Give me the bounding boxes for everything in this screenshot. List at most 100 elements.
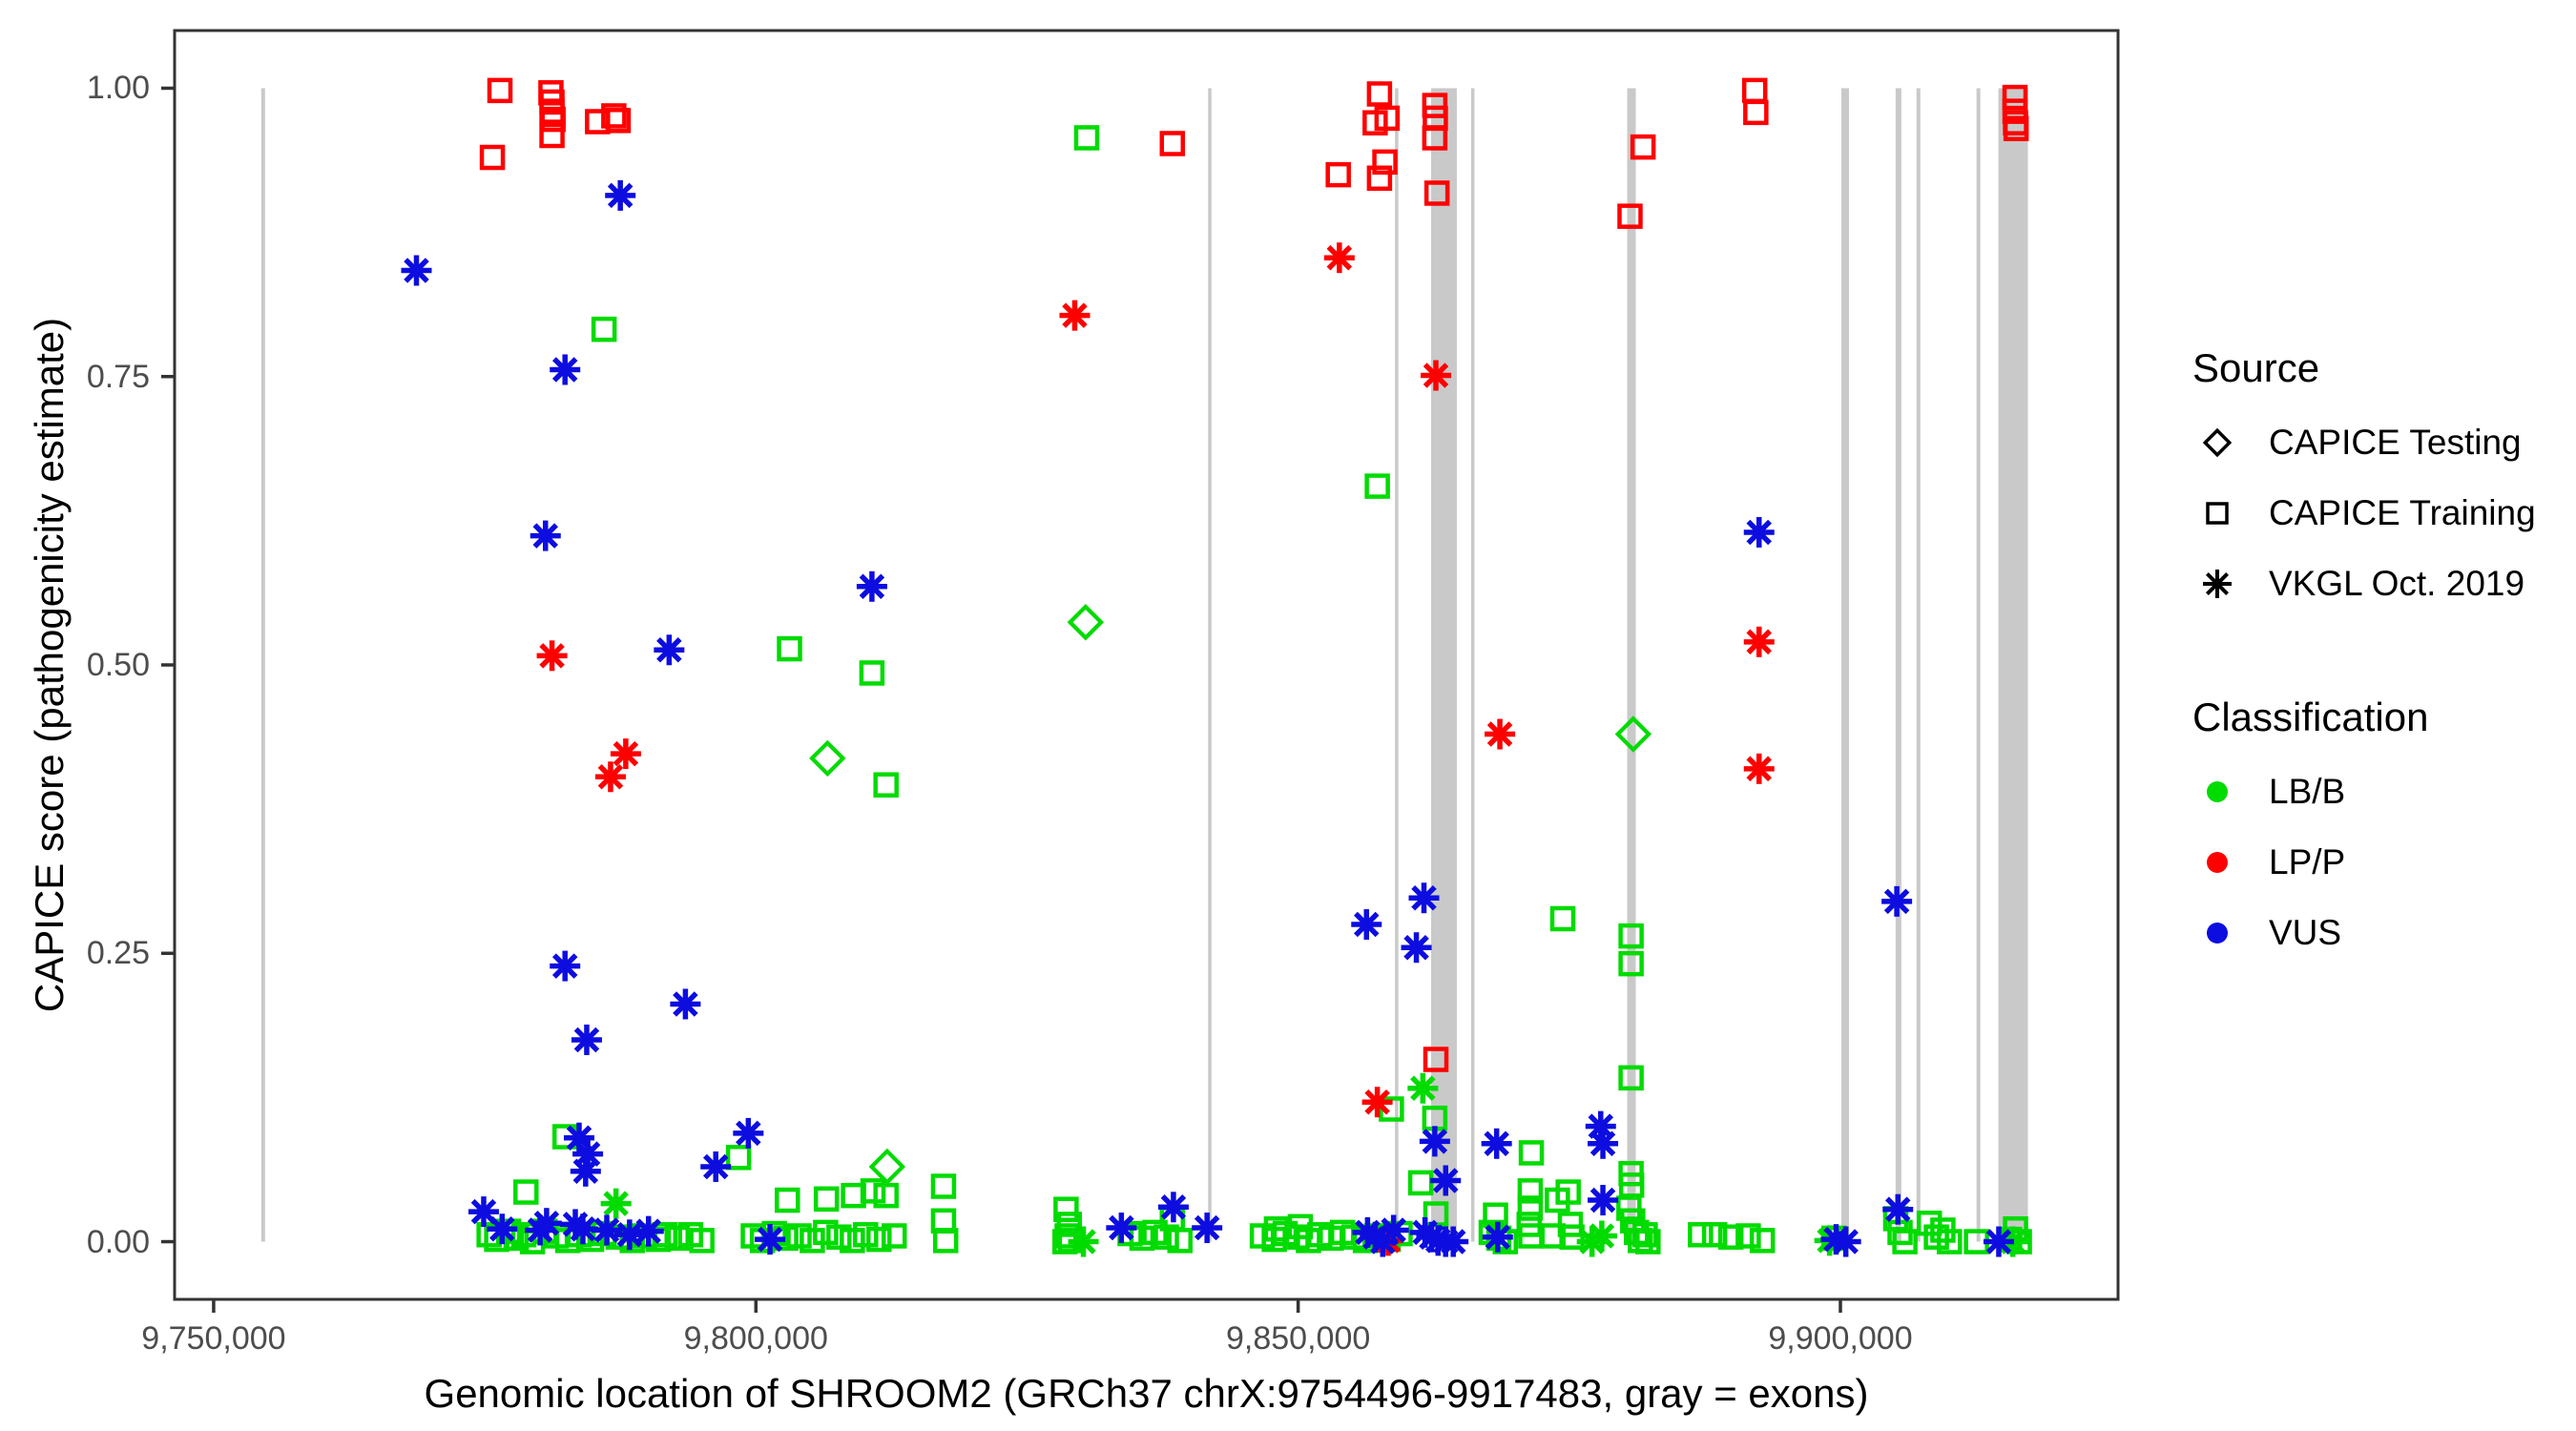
data-point-square [774, 1187, 800, 1213]
data-point-asterisk [1881, 885, 1913, 917]
data-point-asterisk [1421, 360, 1452, 391]
data-point-square [1374, 105, 1401, 132]
exon-region [1895, 88, 1901, 1242]
data-point-square [1263, 1215, 1290, 1242]
data-point-square [1167, 1228, 1193, 1254]
data-point-square [826, 1224, 852, 1250]
legend-item-label: CAPICE Testing [2269, 423, 2522, 462]
vus-dot-icon [2192, 908, 2242, 958]
data-point-square [1366, 165, 1393, 192]
legend-item-vkgl: VKGL Oct. 2019 [2192, 559, 2574, 609]
data-point-square [2002, 84, 2028, 111]
data-point-square [1559, 1224, 1585, 1250]
data-point-asterisk [594, 761, 626, 793]
data-point-square [664, 1225, 691, 1252]
data-point-square [1916, 1210, 1942, 1236]
data-point-square [1735, 1223, 1761, 1249]
data-point-square [605, 108, 632, 134]
data-point-diamond [1067, 604, 1105, 641]
data-point-square [1616, 1195, 1642, 1221]
data-point-square [1517, 1195, 1544, 1221]
x-tick-label: 9,750,000 [141, 1320, 286, 1357]
data-point-asterisk [1438, 1226, 1469, 1257]
legend-item-label: VKGL Oct. 2019 [2269, 564, 2525, 603]
data-point-asterisk [1401, 932, 1432, 964]
data-point-square [873, 1182, 899, 1209]
data-point-square [1701, 1222, 1728, 1248]
data-point-square [1423, 180, 1450, 206]
data-point-asterisk [1407, 1072, 1439, 1104]
data-point-square [1422, 93, 1448, 118]
data-point-square [1632, 1222, 1658, 1248]
data-point-diamond [868, 1148, 906, 1186]
data-point-square [2003, 115, 2029, 142]
x-axis-title: Genomic location of SHROOM2 (GRCh37 chrX… [424, 1371, 1869, 1416]
data-point-square [840, 1228, 865, 1254]
data-point-square [1892, 1229, 1918, 1255]
data-point-asterisk [570, 1155, 601, 1187]
data-point-asterisk [1106, 1213, 1137, 1244]
x-tick-label: 9,850,000 [1226, 1320, 1371, 1357]
data-point-asterisk [700, 1151, 732, 1182]
legend-item-lpp: LP/P [2192, 838, 2574, 887]
square-icon [2192, 488, 2242, 538]
data-point-square [1743, 99, 1769, 126]
data-point-asterisk [610, 738, 641, 770]
exon-region [1841, 88, 1849, 1242]
data-point-asterisk [733, 1117, 764, 1149]
data-point-square [1557, 1212, 1584, 1237]
data-point-asterisk [591, 1214, 622, 1246]
lpp-dot-icon [2192, 838, 2242, 887]
legend-item-label: LB/B [2269, 772, 2346, 811]
plot-panel-border [173, 29, 2120, 1301]
data-point-asterisk [530, 1208, 562, 1239]
data-point-square [1741, 77, 1768, 104]
exon-region [1208, 88, 1212, 1242]
data-point-asterisk [1743, 753, 1775, 784]
data-point-square [853, 1222, 879, 1248]
x-tick-label: 9,900,000 [1768, 1320, 1913, 1357]
data-point-asterisk [487, 1213, 518, 1245]
y-tick-label: 1.00 [86, 70, 150, 107]
data-point-square [591, 316, 617, 342]
legend-item-lbb: LB/B [2192, 767, 2574, 817]
data-point-asterisk [571, 1024, 602, 1055]
data-point-square [1364, 473, 1390, 499]
data-point-asterisk [1059, 300, 1091, 331]
data-point-square [1549, 905, 1576, 932]
data-point-asterisk [654, 634, 685, 666]
data-point-square [1053, 1196, 1079, 1222]
data-point-asterisk [1743, 516, 1775, 548]
data-point-asterisk [605, 179, 636, 211]
data-point-asterisk [1743, 626, 1775, 657]
data-point-square [1407, 1170, 1434, 1196]
data-point-square [873, 772, 899, 798]
y-tick-label: 0.00 [86, 1223, 150, 1260]
data-point-square [1287, 1213, 1314, 1240]
data-point-square [1923, 1224, 1949, 1250]
data-point-asterisk [1830, 1226, 1861, 1257]
data-point-asterisk [536, 640, 568, 672]
data-point-square [1635, 1229, 1661, 1255]
lbb-dot-icon [2192, 767, 2242, 817]
data-point-asterisk [1983, 1226, 2014, 1257]
data-point-square [1630, 134, 1656, 160]
data-point-asterisk [1361, 1087, 1393, 1118]
data-point-square [1073, 125, 1100, 151]
exon-region [1395, 88, 1399, 1242]
data-point-asterisk [1419, 1126, 1450, 1157]
data-point-square [866, 1226, 892, 1253]
legend-item-label: VUS [2269, 913, 2342, 952]
data-point-asterisk [550, 354, 581, 385]
exon-region [260, 88, 265, 1242]
data-point-square [601, 103, 627, 129]
y-axis-title: CAPICE score (pathogenicity estimate) [27, 317, 72, 1013]
data-point-square [800, 1228, 825, 1254]
legend-classification-title: Classification [2192, 695, 2429, 739]
data-point-square [1717, 1224, 1744, 1250]
data-point-asterisk [1351, 909, 1382, 941]
data-point-square [881, 1223, 907, 1249]
data-point-square [1517, 1178, 1544, 1204]
data-point-diamond [809, 739, 846, 778]
data-point-asterisk [633, 1215, 664, 1247]
